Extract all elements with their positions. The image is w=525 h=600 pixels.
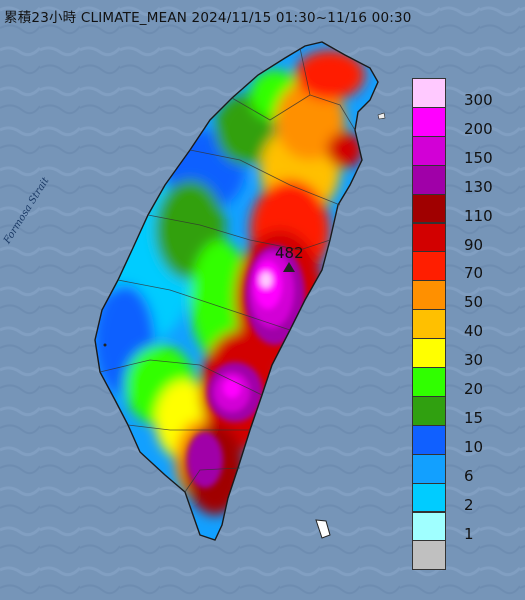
legend-swatch — [412, 78, 446, 108]
legend-label: 50 — [464, 293, 484, 312]
legend-label: 200 — [464, 119, 493, 138]
legend-label: 30 — [464, 351, 484, 370]
legend-label: 110 — [464, 206, 493, 225]
legend-label: 10 — [464, 437, 484, 456]
legend-swatch — [412, 280, 446, 311]
turtle-island — [377, 112, 386, 120]
legend-swatch — [412, 424, 446, 455]
color-legend: 300 200 150 130 110 90 70 50 40 30 20 15 10 6 2 1 — [412, 78, 513, 571]
legend-label: 150 — [464, 148, 493, 167]
legend-swatch — [412, 135, 446, 166]
legend-swatch — [412, 338, 446, 368]
legend-swatch — [412, 193, 446, 224]
legend-swatch — [412, 453, 446, 484]
green-island — [315, 519, 331, 539]
legend-swatch — [412, 482, 446, 513]
legend-label: 6 — [464, 466, 474, 485]
legend-swatch — [412, 251, 446, 282]
legend-label: 15 — [464, 408, 484, 427]
legend-swatch — [412, 540, 446, 571]
legend-label: 70 — [464, 264, 484, 283]
legend-label: 90 — [464, 235, 484, 254]
legend-swatch — [412, 367, 446, 397]
legend-label: 130 — [464, 177, 493, 196]
legend-swatch — [412, 222, 446, 253]
county-boundaries — [99, 47, 356, 493]
islet — [103, 343, 107, 347]
legend-label: 300 — [464, 91, 493, 109]
legend-label: 1 — [464, 524, 474, 543]
legend-label: 40 — [464, 322, 484, 341]
legend-swatch — [412, 395, 446, 426]
legend-swatch — [412, 511, 446, 542]
legend-label: 2 — [464, 495, 474, 514]
legend-swatch — [412, 106, 446, 137]
map-title: 累積23小時 CLIMATE_MEAN 2024/11/15 01:30~11/… — [4, 10, 412, 26]
legend-swatch — [412, 164, 446, 195]
peak-value-label: 482 — [275, 244, 304, 262]
peak-marker-icon — [283, 262, 295, 272]
legend-label: 20 — [464, 380, 484, 398]
legend-swatch — [412, 309, 446, 340]
